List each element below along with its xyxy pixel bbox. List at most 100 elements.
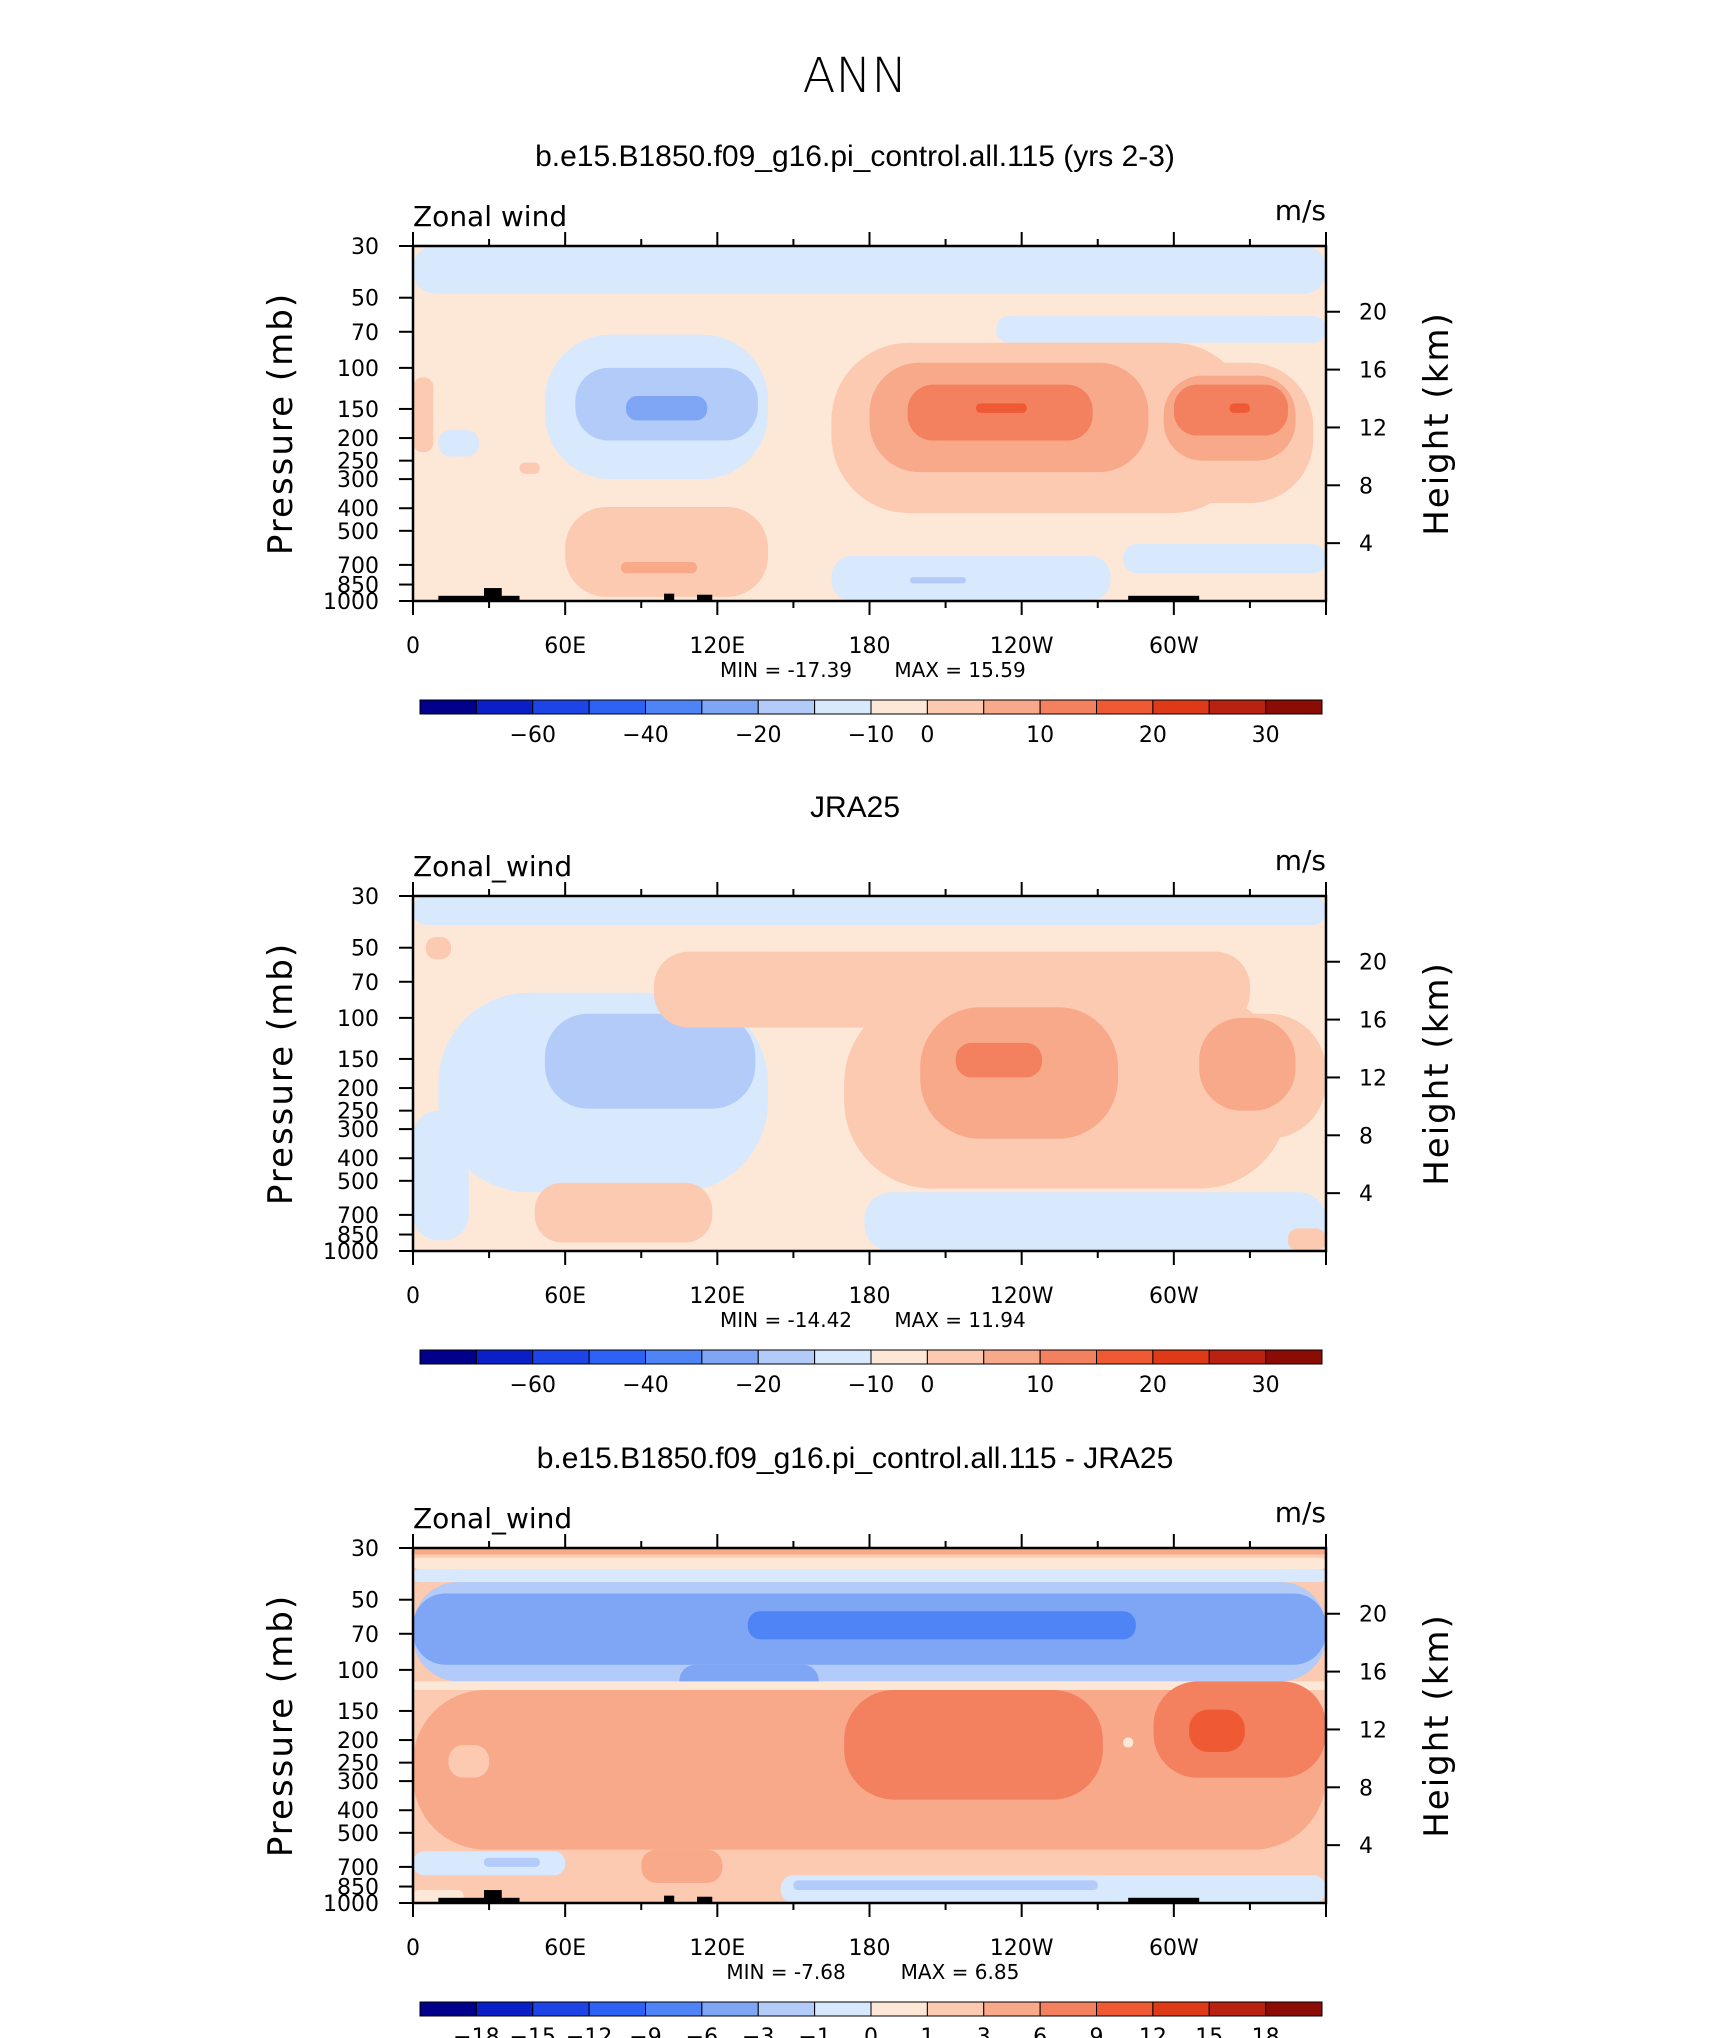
topography-mask [697,594,713,601]
height-tick-label: 16 [1359,359,1387,384]
units-label: m/s [1275,844,1326,877]
variable-label: Zonal wind [413,200,567,233]
x-tick-label: 0 [406,634,420,659]
colorbar-swatch [1039,1349,1097,1365]
colorbar-swatch [1265,2001,1323,2017]
contour-region [996,316,1326,343]
y-axis-label: Pressure (mb) [261,1594,301,1857]
contour-region [620,561,698,574]
colorbar-swatch [701,699,759,715]
colorbar-swatch [983,2001,1041,2017]
x-tick-label: 60E [544,1936,586,1961]
pressure-tick-label: 300 [337,1118,379,1143]
pressure-tick-label: 700 [337,1204,379,1229]
height-tick-label: 16 [1359,1661,1387,1686]
topography-mask [438,595,520,601]
min-value: MIN = -14.42 [720,1308,852,1332]
pressure-tick-label: 200 [337,427,379,452]
colorbar-swatch [757,699,816,715]
variable-label: Zonal_wind [413,1502,572,1535]
colorbar-label: 10 [1026,1373,1054,1398]
colorbar: −60 −40 −20 −10 0 10 20 30 [419,699,1323,748]
pressure-tick-label: 500 [337,520,379,545]
colorbar-label: 12 [1139,2025,1167,2038]
topography-mask [697,1896,713,1903]
colorbar-label: −18 [453,2025,499,2038]
panel-title: JRA25 [810,791,900,824]
x-tick-label: 120E [689,1284,745,1309]
contour-region [910,577,966,584]
colorbar-label: 0 [920,723,934,748]
contour-region [425,937,452,960]
contour-regions [413,1548,1326,1903]
height-tick-label: 8 [1359,1776,1373,1801]
colorbar-swatch [926,1349,985,1365]
colorbar-label: −10 [848,1373,894,1398]
contour-region [565,506,769,597]
colorbar-swatch [870,2001,928,2017]
pressure-tick-label: 100 [337,1659,379,1684]
colorbar-swatch [926,699,985,715]
colorbar-label: −20 [735,1373,781,1398]
colorbar-label: −3 [742,2025,774,2038]
pressure-tick-label: 850 [337,1224,379,1249]
contour-region [844,1690,1103,1800]
pressure-tick-label: 30 [351,1537,379,1562]
colorbar-label: −20 [735,723,781,748]
colorbar-swatch [475,699,534,715]
colorbar-label: −40 [622,1373,668,1398]
height-tick-label: 4 [1359,1834,1373,1859]
y2-axis-label: Height (km) [1417,1613,1457,1838]
colorbar-swatch [814,2001,872,2017]
colorbar-swatch [870,1349,928,1365]
colorbar-swatch [1152,699,1210,715]
contour-region [413,1557,1326,1570]
colorbar-swatch [1208,1349,1267,1365]
colorbar-swatch [645,1349,703,1365]
colorbar-label: 1 [920,2025,934,2038]
x-tick-label: 60E [544,634,586,659]
contour-region [626,395,708,421]
pressure-tick-label: 500 [337,1822,379,1847]
contour-region [413,896,1326,926]
colorbar-label: 20 [1139,1373,1167,1398]
colorbar-label: −12 [566,2025,612,2038]
panel-title: b.e15.B1850.f09_g16.pi_control.all.115 (… [535,140,1175,173]
colorbar-swatch [814,1349,872,1365]
pressure-tick-label: 1000 [323,1240,379,1265]
units-label: m/s [1275,194,1326,227]
pressure-tick-label: 700 [337,1856,379,1881]
units-label: m/s [1275,1496,1326,1529]
height-tick-label: 12 [1359,1718,1387,1743]
contour-region [413,1548,1326,1555]
colorbar-swatch [1208,699,1267,715]
colorbar-label: 10 [1026,723,1054,748]
colorbar-swatch [645,2001,703,2017]
pressure-tick-label: 200 [337,1077,379,1102]
pressure-tick-label: 150 [337,1048,379,1073]
contour-region [534,1182,713,1243]
pressure-tick-label: 50 [351,1589,379,1614]
variable-label: Zonal_wind [413,850,572,883]
colorbar-swatch [475,1349,534,1365]
colorbar-swatch [1152,2001,1210,2017]
colorbar-swatch [1039,699,1097,715]
panel-3: b.e15.B1850.f09_g16.pi_control.all.115 -… [261,1442,1457,2038]
colorbar-swatch [1265,699,1323,715]
contour-region [1287,1228,1326,1251]
y-axis-label: Pressure (mb) [261,292,301,555]
colorbar-label: −6 [686,2025,718,2038]
contour-region [544,1013,756,1109]
colorbar-label: 6 [1033,2025,1047,2038]
colorbar-label: 3 [977,2025,991,2038]
x-tick-label: 60W [1149,634,1199,659]
colorbar-swatch [532,2001,590,2017]
colorbar-swatch [1096,1349,1154,1365]
y-axis-label: Pressure (mb) [261,942,301,1205]
height-tick-label: 4 [1359,532,1373,557]
x-tick-label: 60W [1149,1936,1199,1961]
contour-region [747,1611,1136,1640]
contour-region [976,403,1027,413]
colorbar-label: 30 [1252,1373,1280,1398]
